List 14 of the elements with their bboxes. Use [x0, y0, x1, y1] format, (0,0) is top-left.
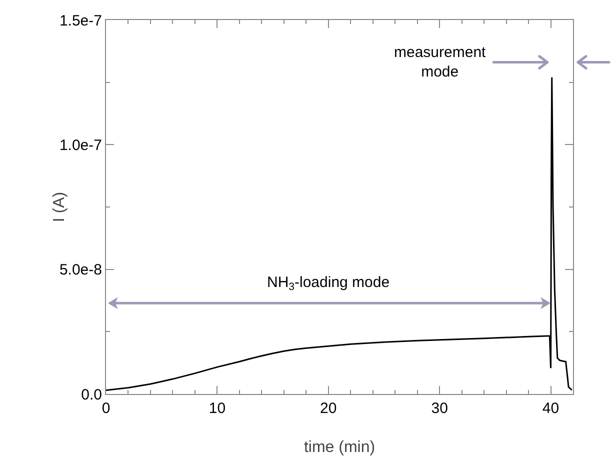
annotation: NH$_{3}$-loading mode [267, 274, 390, 294]
y-tick-label: 0.0 [81, 386, 102, 404]
y-tick-label: 1.0e-7 [59, 136, 102, 154]
annotation: measurement mode [394, 44, 487, 80]
x-tick-label: 30 [431, 400, 448, 417]
line-series [106, 76, 573, 392]
x-tick-label: 20 [320, 400, 337, 417]
y-axis-title: I (A) [51, 192, 68, 222]
y-tick-label: 5.0e-8 [59, 262, 102, 279]
y-tick-label: 1.5e-7 [59, 12, 102, 30]
x-axis-title: time (min) [304, 439, 376, 456]
x-tick-label: 10 [208, 400, 226, 417]
x-tick-label: 40 [542, 400, 560, 417]
x-tick-label: 0 [102, 400, 110, 417]
